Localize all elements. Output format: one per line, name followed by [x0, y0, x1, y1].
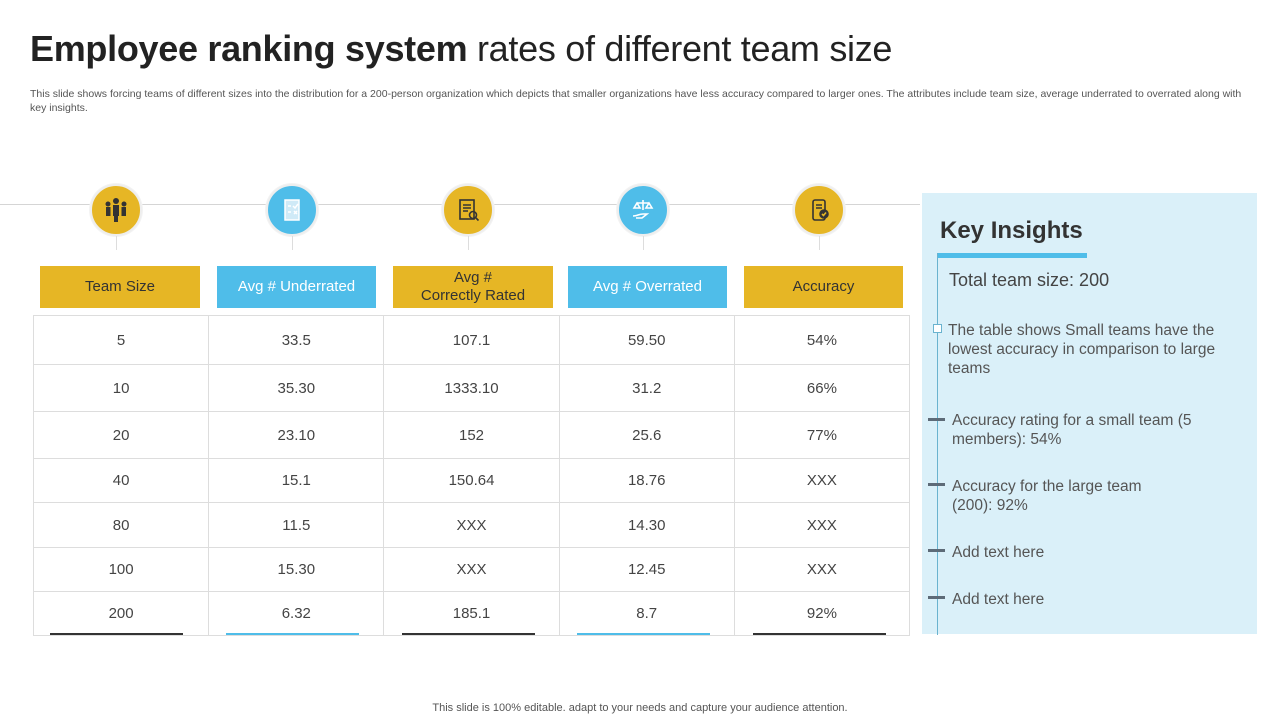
- column-header: Accuracy: [744, 266, 903, 308]
- column-header: Avg # Correctly Rated: [393, 266, 553, 308]
- scale-hand-icon: [617, 184, 669, 236]
- table-cell: 35.30: [209, 365, 385, 412]
- table-cell: 150.64: [384, 459, 560, 503]
- table-cell: XXX: [384, 503, 560, 548]
- column-bottom-bar: [753, 633, 886, 635]
- table-cell: 31.2: [559, 365, 735, 412]
- table-cell: 6.32: [209, 592, 385, 636]
- column-bottom-bar: [577, 633, 710, 635]
- table-cell: 200: [34, 592, 210, 636]
- column-header: Avg # Overrated: [568, 266, 727, 308]
- timeline-tick: [928, 596, 945, 599]
- table-cell: 14.30: [559, 503, 735, 548]
- table-row: 40 15.1 150.64 18.76 XXX: [34, 459, 911, 503]
- insight-item: The table shows Small teams have the low…: [948, 322, 1216, 377]
- connector: [643, 236, 644, 250]
- table-cell: 20: [34, 412, 210, 459]
- insight-item: Add text here: [952, 544, 1045, 561]
- subtitle: This slide shows forcing teams of differ…: [30, 88, 1242, 114]
- total-team-size: Total team size: 200: [949, 270, 1110, 290]
- page-title: Employee ranking system rates of differe…: [30, 28, 893, 69]
- insight-item: Accuracy for the large team (200): 92%: [952, 478, 1142, 514]
- clipboard-search-icon: [442, 184, 494, 236]
- table-row: 10 35.30 1333.10 31.2 66%: [34, 365, 911, 412]
- table-cell: 66%: [734, 365, 911, 412]
- connector: [116, 236, 117, 250]
- table-cell: 33.5: [209, 316, 385, 365]
- table-cell: XXX: [734, 548, 911, 592]
- table-cell: XXX: [384, 548, 560, 592]
- table-row: 80 11.5 XXX 14.30 XXX: [34, 503, 911, 548]
- table-cell: 107.1: [384, 316, 560, 365]
- column-bottom-bar: [50, 633, 183, 635]
- timeline-tick: [928, 418, 945, 421]
- table-cell: 185.1: [384, 592, 560, 636]
- table-row: 100 15.30 XXX 12.45 XXX: [34, 548, 911, 592]
- table-cell: XXX: [734, 503, 911, 548]
- column-bottom-bar: [402, 633, 535, 635]
- table-cell: 8.7: [559, 592, 735, 636]
- team-icon: [90, 184, 142, 236]
- table-cell: 80: [34, 503, 210, 548]
- key-insights-title: Key Insights: [940, 217, 1083, 244]
- mobile-check-icon: [793, 184, 845, 236]
- column-bottom-bar: [226, 633, 359, 635]
- timeline-tick: [928, 483, 945, 486]
- footer-note: This slide is 100% editable. adapt to yo…: [432, 702, 848, 714]
- checklist-icon: [266, 184, 318, 236]
- table-cell: 25.6: [559, 412, 735, 459]
- timeline-marker: [933, 324, 942, 333]
- table-row: 200 6.32 185.1 8.7 92%: [34, 592, 911, 636]
- table-cell: 77%: [734, 412, 911, 459]
- table-cell: 100: [34, 548, 210, 592]
- connector: [468, 236, 469, 250]
- table-cell: 12.45: [559, 548, 735, 592]
- table-cell: 59.50: [559, 316, 735, 365]
- connector: [292, 236, 293, 250]
- table-cell: 40: [34, 459, 210, 503]
- connector: [819, 236, 820, 250]
- title-underline: [937, 253, 1087, 258]
- table-cell: 15.1: [209, 459, 385, 503]
- key-insights-panel: [922, 193, 1257, 634]
- insight-item: Accuracy rating for a small team (5 memb…: [952, 412, 1192, 448]
- table-cell: 23.10: [209, 412, 385, 459]
- table-cell: 152: [384, 412, 560, 459]
- table-cell: 15.30: [209, 548, 385, 592]
- table-cell: 5: [34, 316, 210, 365]
- column-header: Avg # Underrated: [217, 266, 376, 308]
- table-row: 5 33.5 107.1 59.50 54%: [34, 316, 911, 365]
- table-cell: 92%: [734, 592, 911, 636]
- table-cell: 54%: [734, 316, 911, 365]
- insight-item: Add text here: [952, 591, 1045, 608]
- column-header: Team Size: [40, 266, 200, 308]
- table-cell: 11.5: [209, 503, 385, 548]
- table-cell: 10: [34, 365, 210, 412]
- table-cell: 1333.10: [384, 365, 560, 412]
- data-table: 5 33.5 107.1 59.50 54% 10 35.30 1333.10 31.2 66% 2…: [33, 315, 911, 636]
- table-cell: XXX: [734, 459, 911, 503]
- timeline-line: [937, 253, 938, 635]
- table-cell: 18.76: [559, 459, 735, 503]
- table-row: 20 23.10 152 25.6 77%: [34, 412, 911, 459]
- timeline-tick: [928, 549, 945, 552]
